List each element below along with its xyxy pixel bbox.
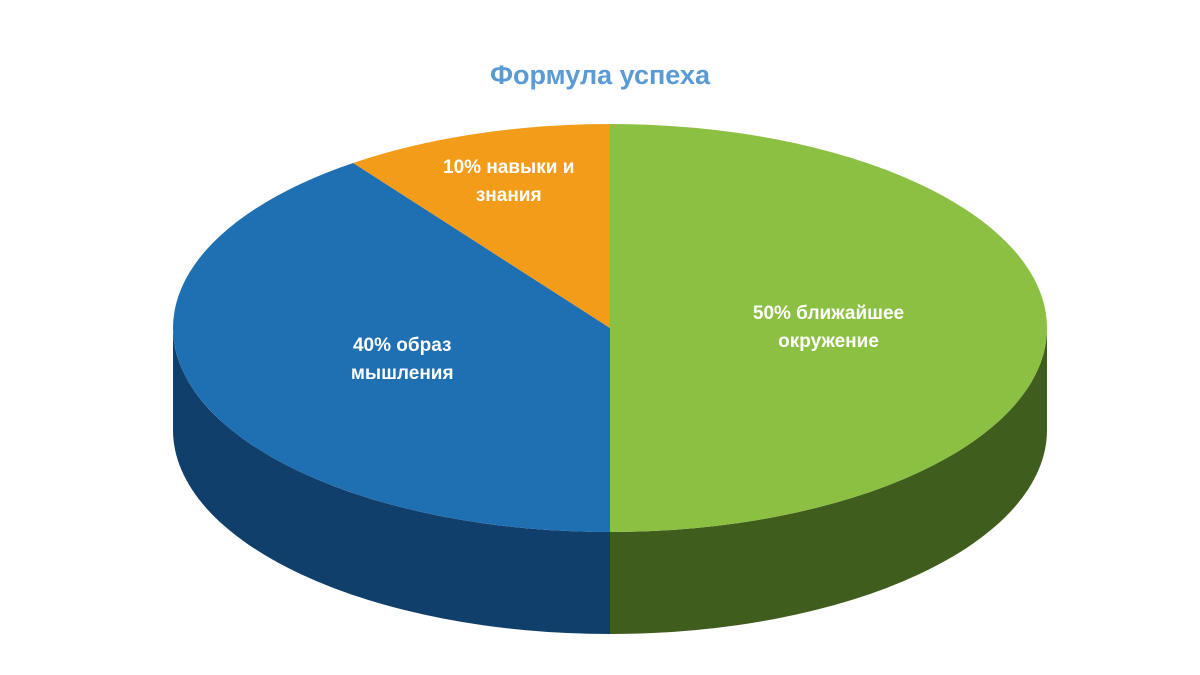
pie-side (610, 328, 1047, 634)
pie-slice (353, 124, 610, 328)
chart-title: Формула успеха (490, 60, 710, 90)
pie-slice (610, 124, 1047, 532)
pie-slice (173, 162, 610, 532)
data-label: 10% навыки и знания (443, 157, 575, 207)
pie-side (173, 328, 610, 634)
data-label: 40% образ мышления (350, 334, 454, 384)
data-label: 50% ближайшее окружение (752, 303, 905, 352)
